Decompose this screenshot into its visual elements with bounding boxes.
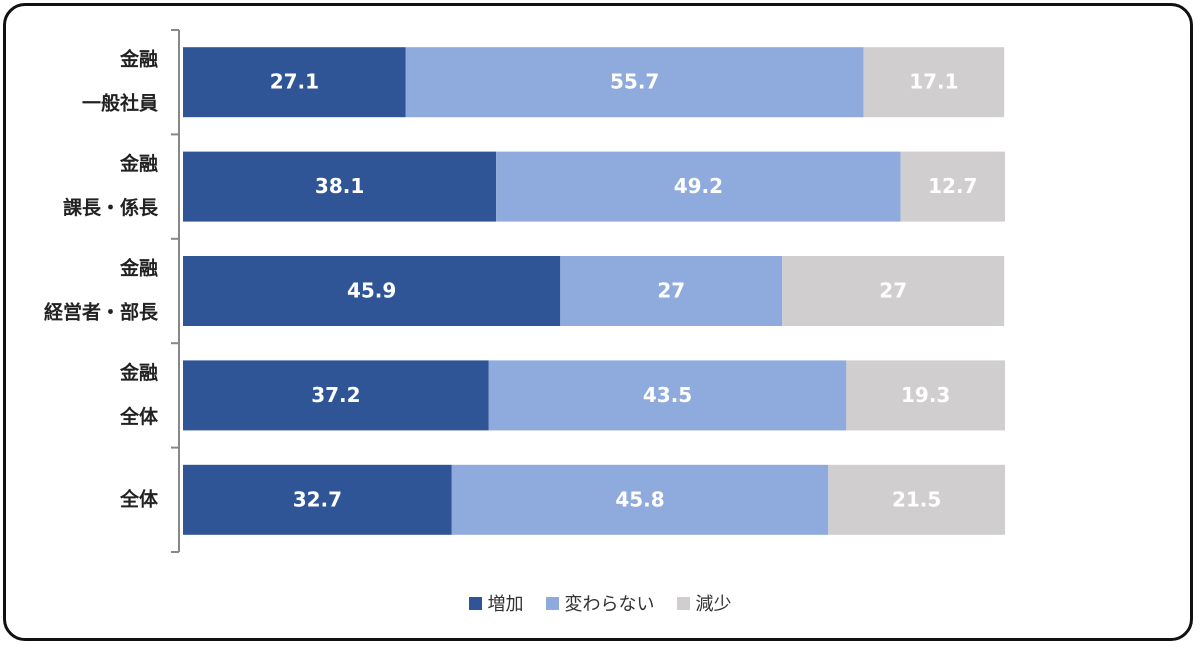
legend-swatch-decrease: [676, 596, 690, 610]
legend-label-increase: 増加: [487, 594, 524, 615]
data-label: 43.5: [643, 383, 692, 407]
legend-swatch-increase: [468, 596, 482, 610]
category-label: 金融: [119, 361, 158, 384]
data-label: 45.9: [347, 279, 396, 303]
category-label: 金融: [119, 48, 158, 71]
bar-segment: [405, 47, 864, 118]
legend-label-unchanged: 変わらない: [564, 594, 655, 615]
legend: 増加 変わらない 減少: [0, 590, 1200, 616]
data-label: 27: [879, 279, 907, 303]
legend-label-decrease: 減少: [695, 594, 732, 615]
data-label: 19.3: [901, 383, 950, 407]
data-label: 38.1: [315, 174, 364, 198]
data-label: 45.8: [615, 487, 664, 511]
category-label: 課長・係長: [63, 196, 159, 219]
bar-segment: [488, 360, 847, 431]
category-label: 一般社員: [82, 92, 158, 115]
category-label: 全体: [119, 487, 159, 510]
bar-segment: [496, 151, 901, 222]
data-label: 27.1: [270, 70, 319, 94]
legend-swatch-unchanged: [545, 596, 559, 610]
bar-segment: [846, 360, 1005, 431]
bar-segment: [828, 464, 1005, 535]
data-label: 37.2: [311, 383, 360, 407]
bar-segment: [183, 151, 497, 222]
bar-segment: [451, 464, 829, 535]
category-label: 経営者・部長: [44, 301, 159, 324]
bar-segment: [183, 47, 406, 118]
data-label: 55.7: [610, 70, 659, 94]
data-label: 49.2: [674, 174, 723, 198]
bar-segment: [782, 256, 1005, 326]
bar-segment: [183, 256, 561, 326]
legend-item-unchanged: 変わらない: [545, 590, 655, 616]
bar-segment: [560, 256, 783, 326]
data-label: 21.5: [892, 487, 941, 511]
bar-segment: [863, 47, 1005, 118]
bar-segment: [183, 360, 489, 431]
data-label: 12.7: [928, 174, 977, 198]
category-label: 全体: [119, 405, 159, 428]
bar-segment: [183, 464, 452, 535]
legend-item-decrease: 減少: [676, 590, 732, 616]
data-label: 32.7: [293, 487, 342, 511]
category-label: 金融: [119, 152, 158, 175]
data-label: 17.1: [909, 70, 958, 94]
category-label: 金融: [119, 257, 158, 280]
data-label: 27: [657, 279, 685, 303]
bar-segment: [900, 151, 1005, 222]
legend-item-increase: 増加: [468, 590, 524, 616]
